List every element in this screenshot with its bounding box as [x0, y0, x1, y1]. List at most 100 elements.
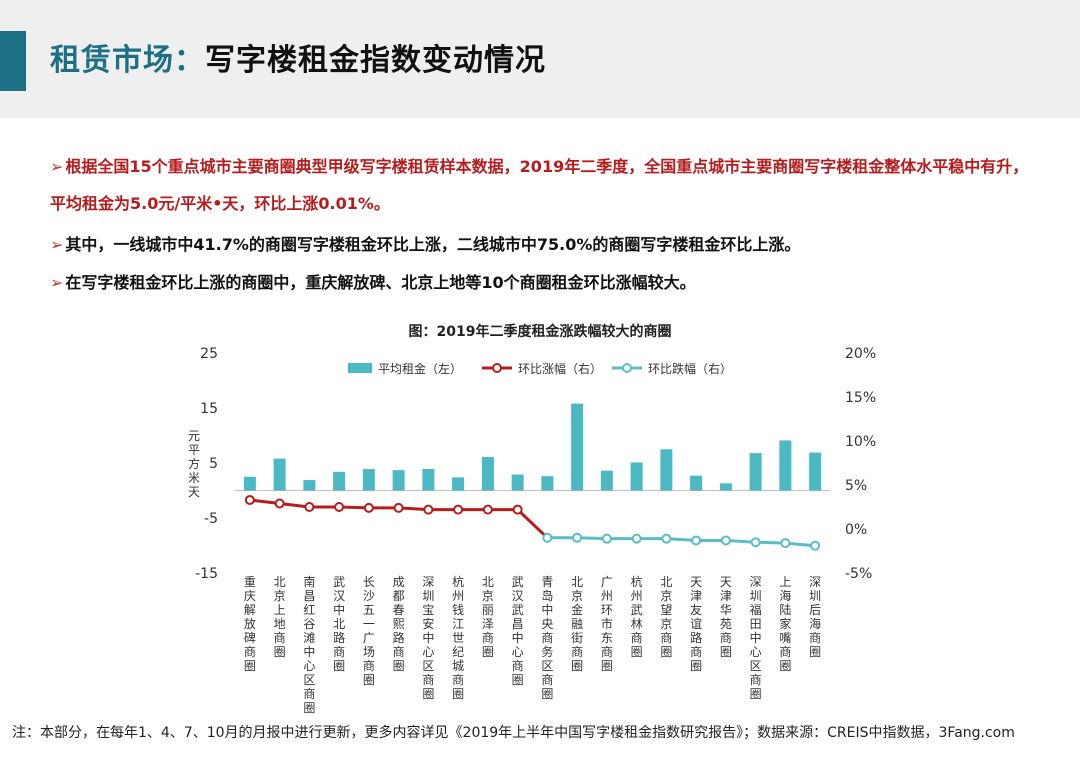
x-tick-label: 青岛中央商务区商圈 — [541, 575, 553, 701]
bullet-text: 其中，一线城市中41.7%的商圈写字楼租金环比上涨，二线城市中75.0%的商圈写… — [65, 235, 801, 254]
y-tick-label: -15 — [195, 566, 218, 582]
y2-tick-label: 5% — [845, 478, 867, 494]
series-connector-line — [516, 508, 549, 539]
legend-label: 环比涨幅（右） — [518, 361, 602, 376]
bullet-arrow-icon: ➢ — [50, 235, 64, 254]
bar-avg-rent — [809, 452, 822, 491]
rise-point — [393, 502, 404, 513]
bar-avg-rent — [749, 453, 762, 491]
x-tick-label: 北京金融街商圈 — [571, 575, 583, 673]
rise-point — [482, 504, 493, 515]
x-tick-label: 成都春熙路商圈 — [393, 575, 405, 673]
x-tick-label: 深圳后海商圈 — [809, 575, 821, 659]
x-tick-label: 深圳福田中心区商圈 — [750, 575, 762, 701]
y-axis-label-char: 米 — [188, 471, 200, 485]
legend-label: 平均租金（左） — [378, 361, 462, 376]
bar-avg-rent — [392, 470, 405, 491]
legend-swatch-marker — [622, 363, 632, 373]
x-tick-label: 重庆解放碑商圈 — [244, 575, 256, 673]
rise-line — [249, 498, 518, 512]
bar-avg-rent — [452, 477, 465, 491]
y-axis-label-char: 元 — [188, 429, 200, 443]
bar-avg-rent — [660, 449, 673, 491]
fall-point — [661, 533, 672, 544]
y2-tick-label: 10% — [845, 434, 876, 450]
footnote: 注：本部分，在每年1、4、7、10月的月报中进行更新，更多内容详见《2019年上… — [12, 725, 1015, 741]
rise-point — [453, 504, 464, 515]
x-tick-label: 长沙五一广场商圈 — [363, 575, 375, 687]
legend-swatch-bar — [348, 363, 372, 373]
bullet-1-continued: 平均租金为5.0元/平米•天，环比上涨0.01%。 — [50, 193, 390, 215]
bar-avg-rent — [541, 476, 554, 491]
x-tick-label: 杭州钱江世纪城商圈 — [452, 574, 464, 701]
bullet-1: ➢ 根据全国15个重点城市主要商圈典型甲级写字楼租赁样本数据，2019年二季度，全… — [50, 156, 1028, 178]
rise-point — [423, 504, 434, 515]
bar-avg-rent — [243, 476, 256, 491]
bar-avg-rent — [481, 456, 494, 491]
rise-point — [363, 502, 374, 513]
fall-point — [631, 533, 642, 544]
bar-avg-rent — [333, 471, 346, 491]
y-axis-label-char: 方 — [188, 456, 200, 471]
fall-point — [750, 537, 761, 548]
x-tick-label: 上海陆家嘴商圈 — [779, 575, 791, 673]
x-tick-label: 武汉中北路商圈 — [333, 575, 345, 673]
y2-tick-label: 0% — [845, 522, 867, 538]
x-tick-label: 南昌红谷滩中心区商圈 — [303, 574, 315, 715]
bar-avg-rent — [571, 403, 584, 491]
legend-swatch-marker — [492, 363, 502, 373]
bar-avg-rent — [273, 458, 286, 491]
fall-point — [601, 533, 612, 544]
rise-point — [274, 498, 285, 509]
y-axis-label-char: 天 — [188, 485, 200, 499]
x-tick-label: 北京上地商圈 — [274, 575, 286, 659]
bar-avg-rent — [511, 474, 524, 491]
rise-point — [512, 504, 523, 515]
x-tick-label: 武汉武昌中心商圈 — [512, 575, 524, 687]
fall-point — [691, 535, 702, 546]
y2-tick-label: 20% — [845, 346, 876, 362]
fall-line — [547, 536, 816, 548]
bullet-2: ➢ 其中，一线城市中41.7%的商圈写字楼租金环比上涨，二线城市中75.0%的商圈… — [50, 234, 800, 256]
bullet-text: 平均租金为5.0元/平米•天，环比上涨0.01%。 — [50, 194, 390, 213]
y-tick-label: 25 — [200, 346, 218, 362]
fall-point — [780, 538, 791, 549]
page-title-main: 写字楼租金指数变动情况 — [205, 43, 546, 78]
y-axis-label-char: 平 — [188, 443, 200, 457]
bullet-text: 在写字楼租金环比上涨的商圈中，重庆解放碑、北京上地等10个商圈租金环比涨幅较大。 — [65, 273, 696, 292]
x-tick-label: 杭州武林商圈 — [631, 574, 643, 659]
chart-title: 图：2019年二季度租金涨跌幅较大的商圈 — [409, 323, 672, 340]
header-accent-bar — [0, 31, 26, 91]
x-tick-label: 天津友谊路商圈 — [690, 575, 702, 673]
bullet-arrow-icon: ➢ — [50, 157, 64, 176]
y2-tick-label: -5% — [845, 566, 872, 582]
bar-avg-rent — [303, 480, 316, 491]
rise-point — [334, 502, 345, 512]
rent-change-chart: 图：2019年二季度租金涨跌幅较大的商圈 25 15 5 -5 -15 20% 15% 10% 5… — [188, 323, 876, 715]
bar-avg-rent — [630, 462, 643, 491]
legend-label: 环比跌幅（右） — [648, 361, 732, 376]
y-tick-label: 15 — [200, 401, 218, 417]
y-tick-label: -5 — [204, 511, 218, 527]
bullet-3: ➢ 在写字楼租金环比上涨的商圈中，重庆解放碑、北京上地等10个商圈租金环比涨幅较大… — [50, 272, 696, 294]
x-tick-label: 北京丽泽商圈 — [482, 575, 494, 659]
x-tick-label: 北京望京商圈 — [660, 575, 672, 659]
header-bar: 租赁市场：写字楼租金指数变动情况 — [0, 0, 1080, 118]
rise-point — [304, 502, 315, 512]
fall-point — [542, 532, 553, 543]
x-tick-label: 广州环市东商圈 — [601, 575, 613, 673]
x-tick-label: 深圳宝安中心区商圈 — [422, 575, 434, 701]
bar-avg-rent — [362, 469, 375, 491]
bar-avg-rent — [719, 483, 732, 491]
x-tick-label: 天津华苑商圈 — [720, 575, 732, 659]
rise-point — [244, 494, 255, 505]
bar-avg-rent — [690, 475, 703, 491]
fall-point — [720, 535, 731, 546]
bar-avg-rent — [779, 440, 792, 491]
page-title: 租赁市场：写字楼租金指数变动情况 — [50, 38, 546, 84]
bar-avg-rent — [600, 470, 613, 491]
y2-tick-label: 15% — [845, 390, 876, 406]
fall-point — [572, 532, 583, 543]
y-tick-label: 5 — [209, 456, 218, 472]
bullet-arrow-icon: ➢ — [50, 273, 64, 292]
